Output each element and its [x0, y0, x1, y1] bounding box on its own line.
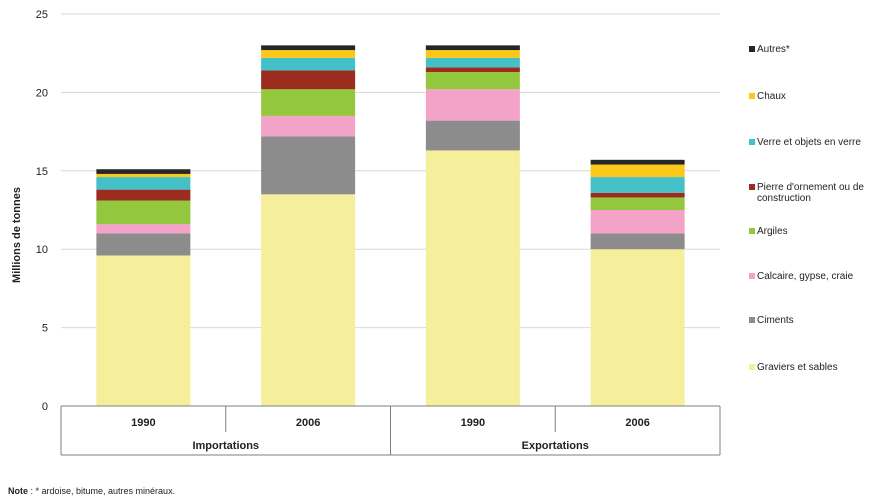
x-tick-label: 1990 — [131, 417, 155, 429]
legend-item: Calcaire, gypse, craie — [749, 271, 854, 282]
legend-label: Autres* — [757, 44, 790, 55]
bar-segment — [590, 177, 685, 193]
bar-segment — [261, 89, 356, 116]
bar-segment — [261, 136, 356, 195]
bar-segment — [96, 233, 191, 256]
bar-segment — [96, 177, 191, 190]
bar-segment — [96, 224, 191, 234]
y-tick-label: 0 — [42, 401, 48, 413]
footnote: Note : * ardoise, bitume, autres minérau… — [8, 486, 175, 496]
legend-label: Ciments — [757, 315, 794, 326]
legend-item: Argiles — [749, 226, 788, 237]
bar-segment — [590, 210, 685, 234]
legend-item: Autres* — [749, 44, 790, 55]
bar-segment — [425, 50, 520, 58]
bar-segment — [425, 120, 520, 151]
y-axis-label: Millions de tonnes — [11, 187, 23, 283]
footnote-text: : * ardoise, bitume, autres minéraux. — [28, 486, 176, 496]
legend-swatch — [749, 364, 755, 370]
bar-stacks — [96, 45, 685, 406]
y-tick-label: 5 — [42, 323, 48, 335]
legend: Autres* Chaux Verre et objets en verre Pier… — [749, 44, 864, 373]
legend-swatch — [749, 273, 755, 279]
bar-segment — [261, 45, 356, 51]
bar-segment — [590, 164, 685, 178]
bar-segment — [425, 150, 520, 406]
x-tick-label: 1990 — [461, 417, 485, 429]
bar-segment — [590, 197, 685, 210]
y-axis-ticks: 0 5 10 15 20 25 — [36, 9, 48, 413]
legend-swatch — [749, 93, 755, 99]
bar-segment — [96, 255, 191, 406]
legend-label: Calcaire, gypse, craie — [757, 271, 854, 282]
x-group-label: Importations — [192, 440, 259, 452]
bar-segment — [425, 57, 520, 68]
legend-label: Graviers et sables — [757, 362, 838, 373]
bar-segment — [425, 45, 520, 51]
legend-item: Chaux — [749, 91, 786, 102]
legend-swatch — [749, 184, 755, 190]
y-tick-label: 20 — [36, 87, 48, 99]
legend-swatch — [749, 228, 755, 234]
bar-segment — [425, 89, 520, 121]
y-tick-label: 25 — [36, 9, 48, 21]
x-axis: 1990 2006 1990 2006 Importations Exportations — [60, 405, 721, 456]
bar-segment — [96, 200, 191, 225]
footnote-label: Note — [8, 486, 28, 496]
legend-label: Chaux — [757, 91, 786, 102]
legend-swatch — [749, 46, 755, 52]
legend-item: Ciments — [749, 315, 794, 326]
legend-item: Verre et objets en verre — [749, 137, 861, 148]
legend-swatch — [749, 317, 755, 323]
bar-segment — [96, 173, 191, 178]
bar-segment — [425, 72, 520, 90]
bar-segment — [96, 169, 191, 174]
bar-segment — [261, 50, 356, 58]
legend-label: Argiles — [757, 226, 788, 237]
legend-label: Verre et objets en verre — [757, 137, 861, 148]
bar-segment — [425, 67, 520, 73]
bar-segment — [590, 233, 685, 250]
x-tick-label: 2006 — [296, 417, 320, 429]
bar-segment — [590, 192, 685, 198]
legend-label: Pierre d'ornement ou de — [757, 182, 864, 193]
legend-swatch — [749, 139, 755, 145]
x-group-label: Exportations — [522, 440, 589, 452]
x-tick-label: 2006 — [625, 417, 649, 429]
bar-segment — [261, 115, 356, 137]
bar-segment — [96, 189, 191, 201]
bar-segment — [261, 70, 356, 90]
legend-label-line2: construction — [757, 193, 811, 204]
bar-segment — [261, 57, 356, 71]
y-tick-label: 15 — [36, 166, 48, 178]
bar-segment — [590, 249, 685, 406]
bar-segment — [261, 194, 356, 406]
y-tick-label: 10 — [36, 244, 48, 256]
legend-item: Graviers et sables — [749, 362, 838, 373]
bar-segment — [590, 159, 685, 165]
